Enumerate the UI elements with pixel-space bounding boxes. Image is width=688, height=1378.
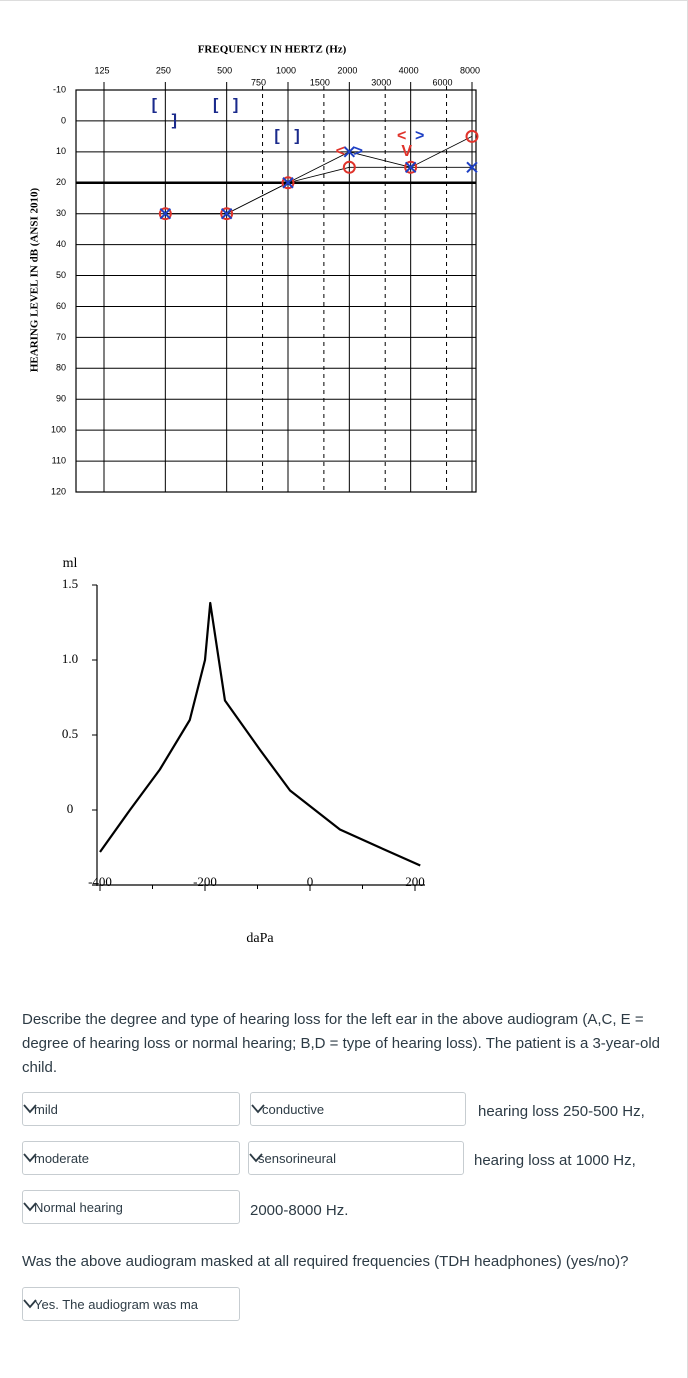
cross-marker (466, 161, 478, 174)
y-tick-label: 120 (51, 486, 66, 496)
bone-symbol: ] (233, 97, 238, 114)
dropdown-value: sensorineural (258, 1150, 337, 1166)
y-tick-label: 50 (56, 270, 66, 280)
cross-marker (343, 146, 356, 158)
dropdown-value: Normal hearing (34, 1199, 123, 1215)
bone-symbol: [ (213, 97, 219, 114)
dropdown-value: moderate (34, 1150, 89, 1166)
bone-symbol: ] (294, 128, 299, 145)
x-tick-label: 500 (217, 65, 232, 75)
x-tick-label: 4000 (399, 65, 419, 75)
dropdown[interactable]: sensorineural (248, 1141, 464, 1175)
y-tick-label: 70 (56, 332, 66, 342)
y-tick-label: 0 (61, 115, 66, 125)
y-tick-label: 90 (56, 394, 66, 404)
y-tick-label: 0.5 (62, 726, 78, 741)
x-tick-label: 3000 (371, 77, 391, 87)
y-tick-label: 10 (56, 146, 66, 156)
circle-marker (342, 160, 356, 174)
dropdown[interactable]: moderate (22, 1141, 240, 1175)
bone-symbol: ] (172, 112, 177, 129)
dropdown[interactable]: Normal hearing (22, 1190, 240, 1224)
x-tick-label: 1500 (310, 77, 330, 87)
y-tick-label: 60 (56, 301, 66, 311)
audiogram-title: FREQUENCY IN HERTZ (Hz) (198, 44, 347, 56)
y-tick-label: 1.0 (62, 651, 78, 666)
circle-marker (158, 207, 172, 221)
dropdown-value: mild (34, 1101, 58, 1117)
y-tick-label: 0 (67, 801, 74, 816)
chevron (23, 1202, 37, 1212)
dropdown-value: Yes. The audiogram was ma (34, 1296, 199, 1312)
cross-marker (220, 207, 233, 220)
circle-marker (404, 160, 418, 174)
plot-frame (75, 89, 477, 493)
y-tick-label: 100 (51, 425, 66, 435)
chevron (23, 1153, 37, 1163)
dropdown[interactable]: conductive (250, 1092, 466, 1126)
dropdown[interactable]: Yes. The audiogram was ma (22, 1287, 240, 1321)
y-tick-label: 40 (56, 239, 66, 249)
chevron (23, 1299, 37, 1309)
tympanogram-curve (99, 601, 421, 867)
answer-text: hearing loss at 1000 Hz, (474, 1152, 636, 1169)
cross-marker (404, 161, 417, 174)
x-tick-label: 0 (307, 874, 314, 889)
bone-symbol: [ (152, 97, 158, 114)
x-tick-label: 2000 (337, 65, 357, 75)
y-tick-label: 1.5 (62, 576, 78, 591)
x-tick-label: -400 (88, 874, 112, 889)
bone-symbol: V (401, 143, 412, 160)
bone-symbol: < (336, 143, 345, 160)
x-tick-label: 8000 (460, 65, 480, 75)
x-tick-label: 6000 (433, 77, 453, 87)
cross-marker (282, 177, 294, 189)
y-tick-label: 80 (56, 363, 66, 373)
circle-marker (281, 176, 295, 190)
answer-text: hearing loss 250-500 Hz, (478, 1103, 645, 1120)
y-tick-label: 110 (52, 455, 66, 465)
x-tick-label: 125 (94, 65, 109, 75)
y-tick-label: 30 (56, 208, 66, 218)
dropdown-value: conductive (262, 1101, 325, 1117)
answer-text: 2000-8000 Hz. (250, 1202, 349, 1219)
tymp-ylabel: ml (63, 556, 78, 571)
y-tick-label: -10 (53, 84, 66, 94)
bone-symbol: > (415, 128, 424, 145)
x-tick-label: 200 (405, 874, 425, 889)
chevron (249, 1153, 263, 1163)
tymp-xlabel: daPa (246, 931, 274, 946)
question-text: Describe the degree and type of hearing … (22, 1011, 660, 1076)
bone-symbol: [ (274, 128, 280, 145)
dropdown[interactable]: mild (22, 1092, 240, 1126)
circle-marker (220, 207, 234, 221)
bone-symbol: > (354, 143, 363, 160)
series-line (165, 151, 472, 215)
question-text: Was the above audiogram masked at all re… (22, 1253, 629, 1270)
x-tick-label: 750 (251, 77, 266, 87)
charts: FREQUENCY IN HERTZ (Hz) HEARING LEVEL IN… (29, 44, 480, 947)
top-border (0, 0, 688, 1)
x-tick-label: 1000 (276, 65, 296, 75)
y-tick-label: 20 (56, 177, 66, 187)
bone-symbol: < (397, 128, 406, 145)
chevron (251, 1104, 265, 1114)
circle-marker (465, 129, 479, 143)
chevron (23, 1104, 37, 1114)
cross-marker (159, 207, 172, 220)
x-tick-label: 250 (156, 65, 171, 75)
x-tick-label: -200 (193, 874, 217, 889)
audiogram-ylabel: HEARING LEVEL IN dB (ANSI 2010) (29, 188, 41, 373)
series-line (165, 136, 473, 215)
